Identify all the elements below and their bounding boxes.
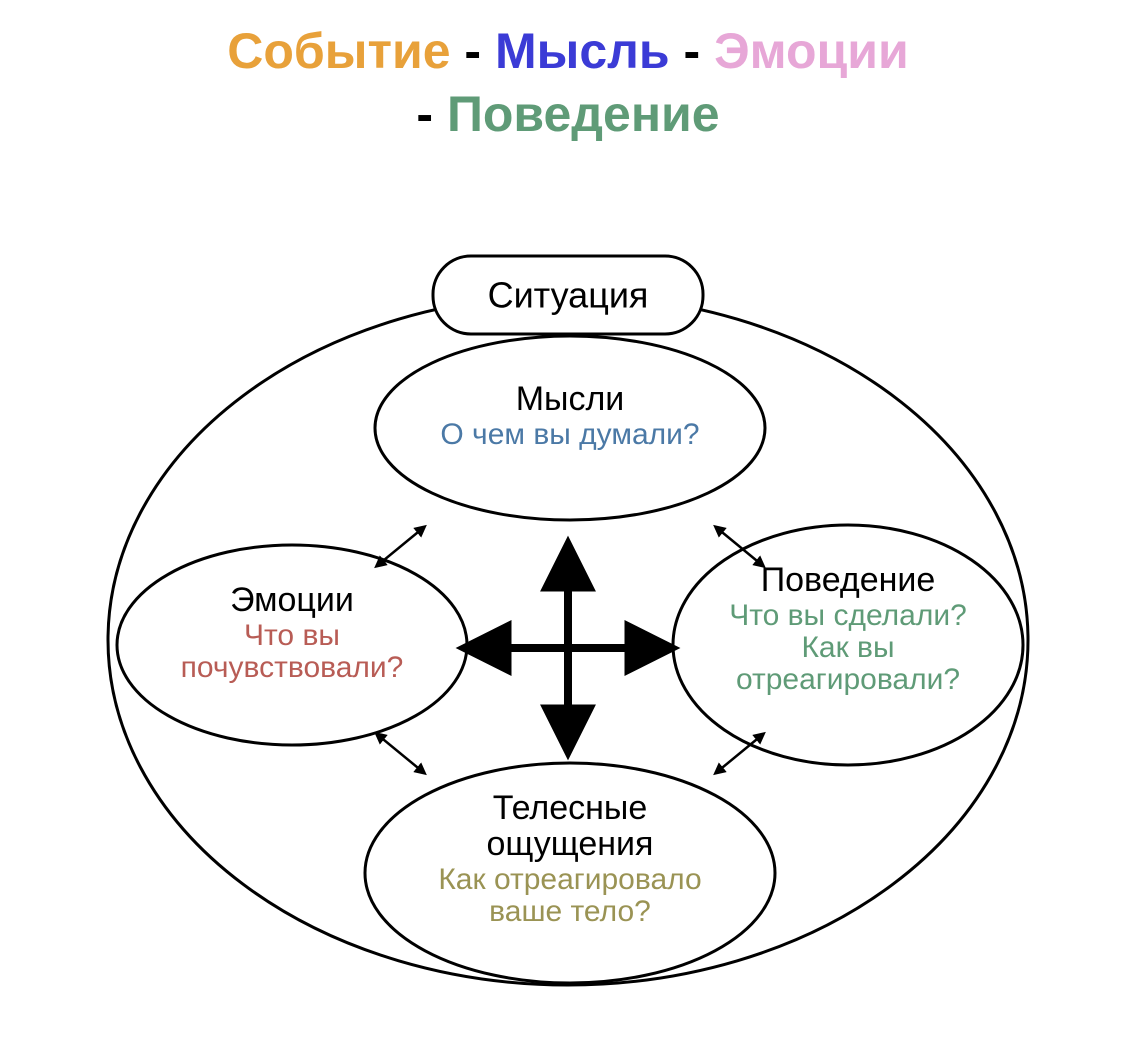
thoughts-subtitle: О чем вы думали? (440, 418, 699, 451)
thoughts-title: Мысли (516, 380, 625, 418)
body-title: Телесныеощущения (487, 789, 654, 863)
page: Событие - Мысль - Эмоции- Поведение Ситу… (0, 0, 1136, 1052)
connector-arrow-0 (378, 528, 423, 565)
behavior-title: Поведение (761, 561, 936, 599)
connector-arrow-2 (378, 735, 423, 772)
situation-label: Ситуация (488, 275, 649, 316)
cbt-diagram: СитуацияМыслиО чем вы думали?ЭмоцииЧто в… (0, 0, 1136, 1052)
emotions-title: Эмоции (230, 581, 354, 619)
